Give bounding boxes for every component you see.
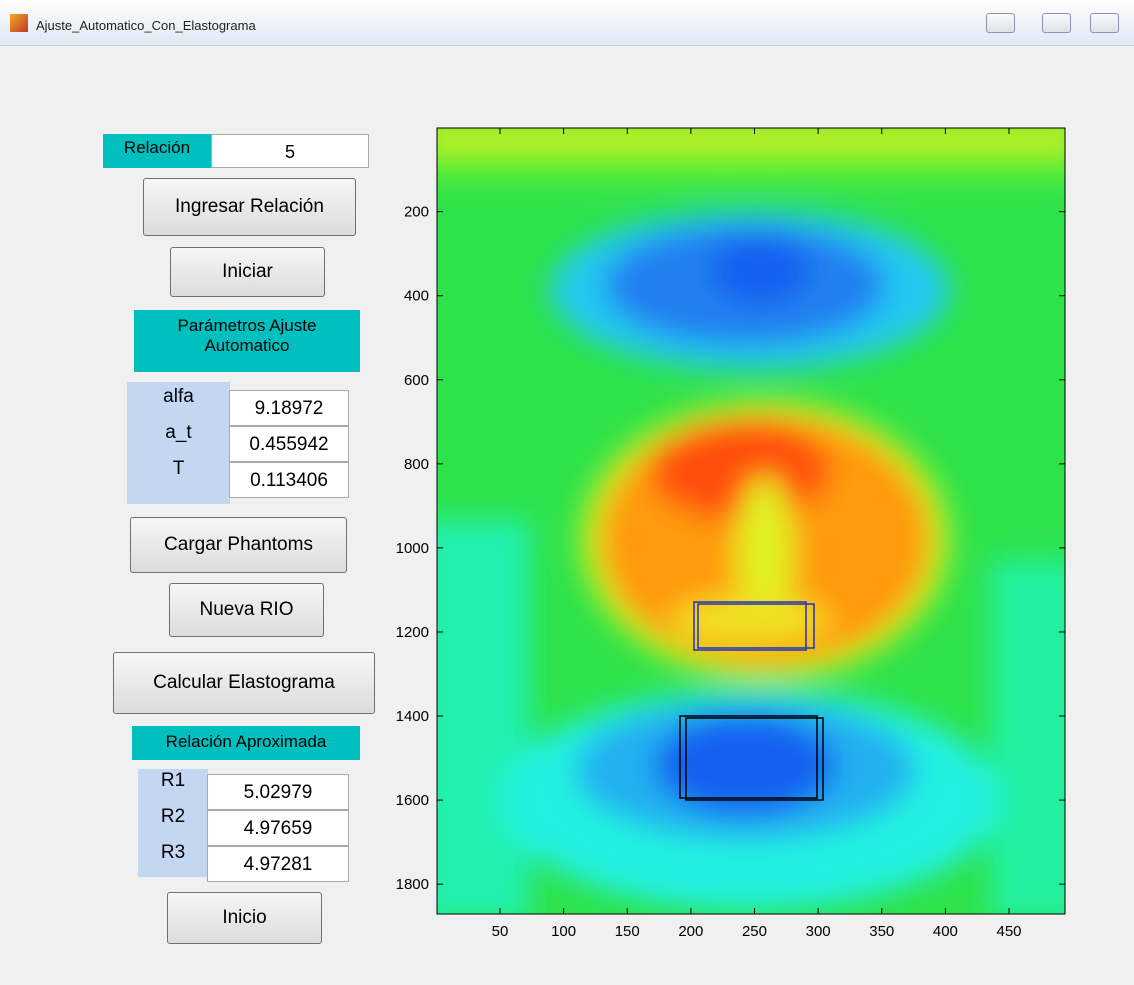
elastogram-image	[420, 120, 1080, 920]
window: Ajuste_Automatico_Con_Elastograma Relaci…	[0, 0, 1134, 985]
x-tick-label: 300	[806, 923, 831, 940]
x-tick-label: 350	[869, 923, 894, 940]
x-tick-label: 450	[996, 923, 1021, 940]
x-tick-label: 50	[492, 923, 509, 940]
y-tick-label: 1400	[396, 708, 429, 725]
x-tick-label: 100	[551, 923, 576, 940]
x-tick-label: 400	[933, 923, 958, 940]
x-tick-label: 150	[615, 923, 640, 940]
x-tick-label: 200	[678, 923, 703, 940]
x-tick-label: 250	[742, 923, 767, 940]
y-tick-label: 800	[404, 456, 429, 473]
y-tick-label: 1000	[396, 540, 429, 557]
plot: 50 100 150 200 250 300 350 400 450 200 400 600 800 10…	[0, 0, 1134, 985]
y-tick-label: 1600	[396, 792, 429, 809]
y-tick-label: 1200	[396, 624, 429, 641]
y-tick-label: 1800	[396, 876, 429, 893]
y-tick-label: 200	[404, 204, 429, 221]
y-tick-label: 400	[404, 288, 429, 305]
y-tick-label: 600	[404, 372, 429, 389]
